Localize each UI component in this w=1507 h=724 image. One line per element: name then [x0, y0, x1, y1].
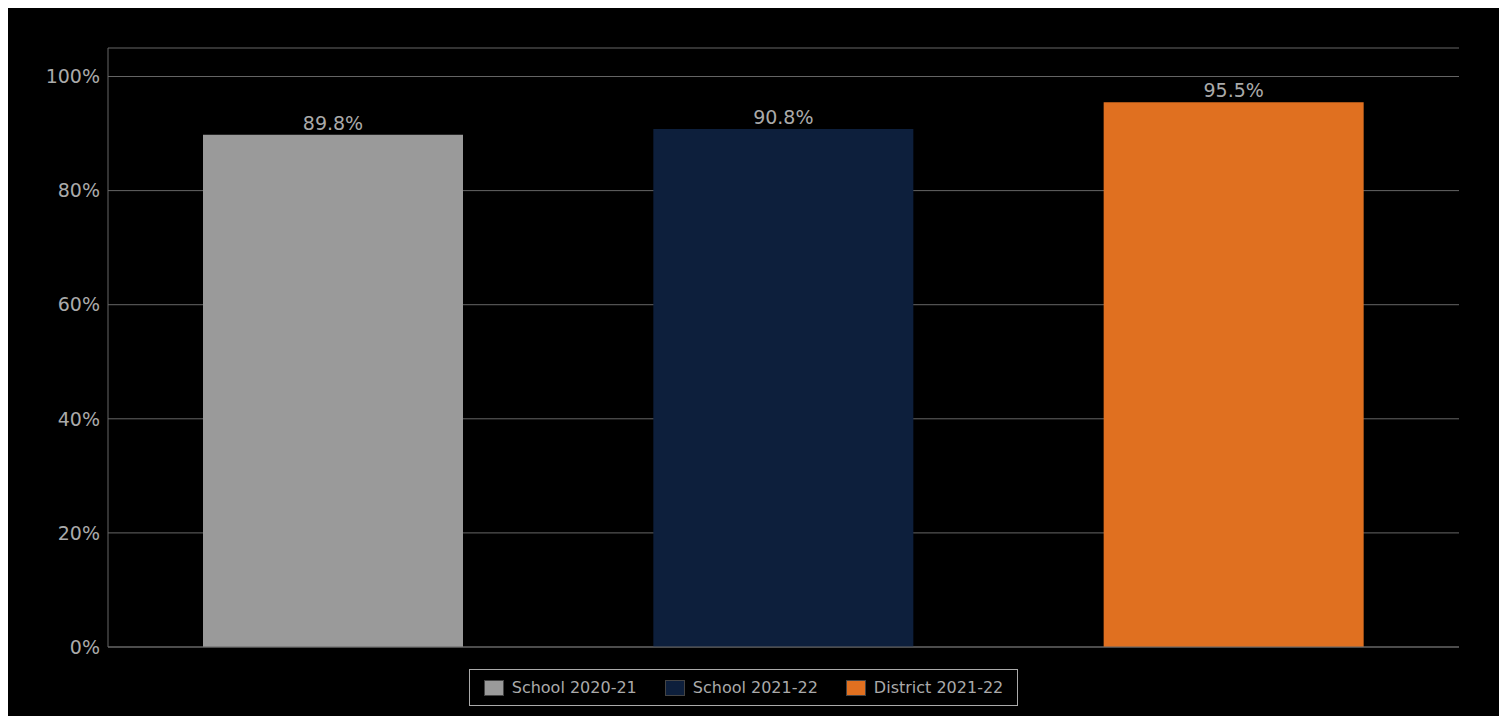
- svg-text:60%: 60%: [58, 293, 100, 315]
- html-text:School 2021-22: School 2021-22: [692, 678, 818, 697]
- html-text:School 2020-21: School 2020-21: [511, 678, 637, 697]
- svg-text:80%: 80%: [58, 179, 100, 201]
- svg-text:20%: 20%: [58, 522, 100, 544]
- svg-text:95.5%: 95.5%: [1203, 79, 1263, 101]
- svg-text:40%: 40%: [58, 408, 100, 430]
- html-text:District 2021-22: District 2021-22: [873, 678, 1004, 697]
- svg-text:89.8%: 89.8%: [303, 112, 363, 134]
- svg-text:0%: 0%: [70, 636, 100, 658]
- svg-text:100%: 100%: [46, 65, 100, 87]
- svg-text:90.8%: 90.8%: [753, 106, 813, 128]
